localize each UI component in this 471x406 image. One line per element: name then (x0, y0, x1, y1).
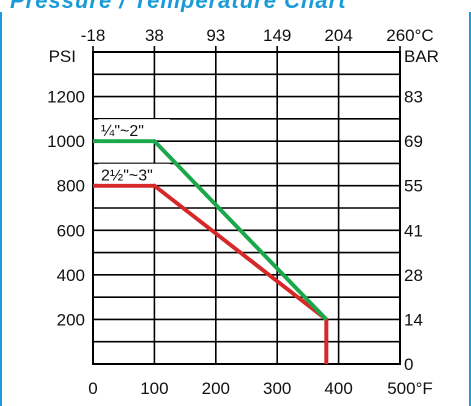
series-line-small (93, 139, 328, 321)
right-axis-tick-label: 83 (404, 88, 423, 107)
left-axis-tick-label: 1000 (47, 132, 85, 151)
chart-title-fragment: Pressure / Temperature Chart (10, 0, 347, 12)
left-axis-tick-label: 800 (57, 177, 85, 196)
right-axis-tick-label: 41 (404, 221, 423, 240)
series-label-background (98, 119, 170, 140)
series-line-large (93, 183, 329, 364)
top-axis-tick-label: 149 (263, 26, 291, 45)
right-axis-tick-label: 55 (404, 177, 423, 196)
bottom-axis-tick-label: 300 (263, 379, 291, 398)
top-axis-tick-label: 93 (206, 26, 225, 45)
left-axis-unit-label: PSI (49, 47, 76, 66)
left-axis-tick-label: 600 (57, 221, 85, 240)
bottom-axis-tick-label: 0 (88, 379, 97, 398)
bottom-axis-tick-label: 200 (202, 379, 230, 398)
series-label: ¼"~2" (101, 123, 144, 140)
bottom-axis-tick-label: 500°F (387, 379, 433, 398)
right-axis-tick-label: 0 (404, 355, 413, 374)
title-band: Pressure / Temperature Chart (0, 0, 471, 12)
series-label-background (98, 163, 170, 184)
right-axis-tick-label: 28 (404, 266, 423, 285)
left-axis-tick-label: 400 (57, 266, 85, 285)
left-border (0, 12, 2, 406)
bottom-axis-tick-label: 400 (324, 379, 352, 398)
right-axis-tick-label: 14 (404, 310, 423, 329)
right-axis-unit-label: BAR (404, 47, 439, 66)
right-axis-tick-label: 69 (404, 132, 423, 151)
bottom-axis-tick-label: 100 (140, 379, 168, 398)
left-axis-tick-label: 1200 (47, 88, 85, 107)
top-axis-tick-label: 260°C (386, 26, 433, 45)
top-axis-tick-label: 38 (145, 26, 164, 45)
right-border (469, 12, 471, 406)
left-axis-tick-label: 200 (57, 310, 85, 329)
series-label: 2½"~3" (101, 168, 153, 185)
top-axis-tick-label: 204 (324, 26, 352, 45)
top-axis-tick-label: -18 (81, 26, 106, 45)
plot-area-border (92, 51, 401, 365)
